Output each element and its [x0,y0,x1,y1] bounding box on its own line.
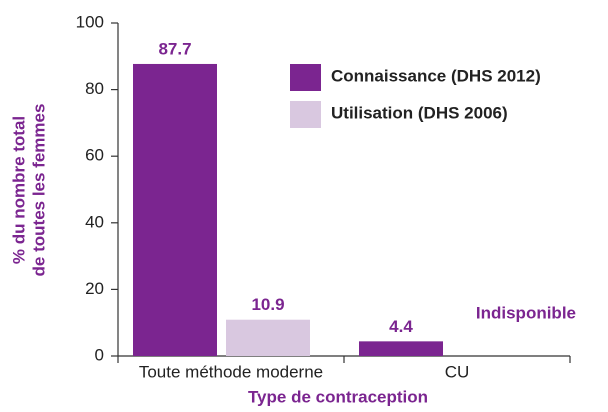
bar [226,319,310,356]
legend-label: Utilisation (DHS 2006) [331,103,508,122]
y-tick-label: 80 [85,79,104,98]
bar [133,63,217,357]
data-label: 10.9 [251,295,284,314]
y-tick-label: 20 [85,279,104,298]
data-label: 4.4 [389,317,413,336]
legend-swatch [290,101,321,128]
y-tick-label: 100 [76,12,104,31]
x-tick-label: CU [445,362,470,381]
annotation: Indisponible [476,303,576,322]
y-axis-label-line: de toutes les femmes [29,104,48,277]
y-axis-label: % du nombre total de toutes les femmes [9,104,48,277]
y-tick-label: 60 [85,146,104,165]
y-tick-label: 0 [95,345,104,364]
data-label: 87.7 [158,39,191,58]
y-axis-label-line: % du nombre total [9,116,28,264]
y-tick-label: 40 [85,212,104,231]
bar [359,341,443,356]
x-axis-label: Type de contraception [248,387,428,406]
x-tick-label: Toute méthode moderne [139,362,323,381]
legend-label: Connaissance (DHS 2012) [331,66,541,85]
legend-swatch [290,64,321,91]
